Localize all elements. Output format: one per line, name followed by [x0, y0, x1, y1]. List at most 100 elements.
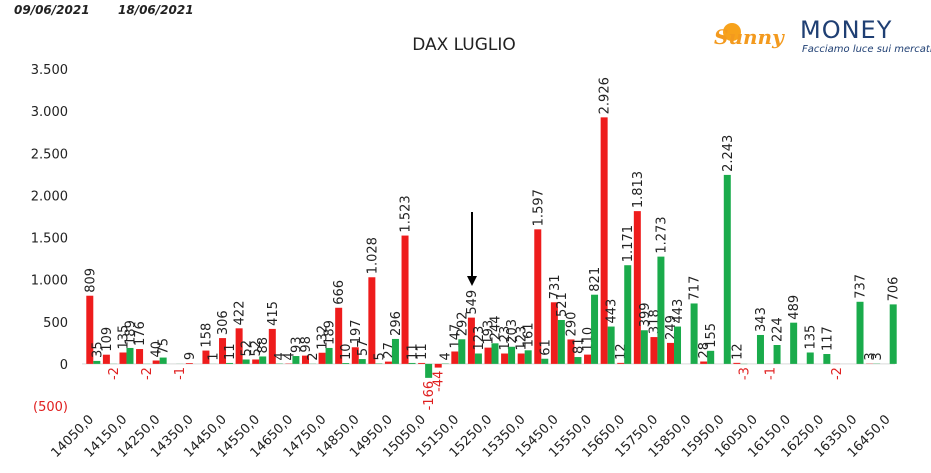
- bar: [700, 361, 708, 364]
- data-label: 193: [482, 320, 497, 345]
- bar: [474, 353, 482, 364]
- bar: [508, 346, 516, 364]
- bar: [674, 326, 682, 364]
- bar: [823, 354, 831, 364]
- data-label: 135: [116, 325, 131, 350]
- data-label: -2: [830, 367, 845, 380]
- bar: [567, 339, 575, 364]
- bar: [219, 338, 227, 364]
- data-label: 117: [820, 326, 835, 351]
- data-label: 549: [465, 290, 480, 315]
- bar: [790, 322, 798, 364]
- data-label: 123: [498, 326, 513, 351]
- data-label: 88: [256, 337, 271, 354]
- data-label: 57: [356, 340, 371, 357]
- data-label: 717: [688, 276, 703, 301]
- bar: [557, 319, 565, 364]
- data-label: 176: [133, 321, 148, 346]
- data-label: 809: [83, 268, 98, 293]
- data-label: 1.813: [631, 171, 646, 208]
- bar: [202, 350, 210, 364]
- data-label: 197: [349, 319, 364, 344]
- data-label: 75: [157, 338, 172, 355]
- data-label: 40: [150, 341, 165, 358]
- y-tick-label: 2.000: [31, 189, 68, 204]
- data-label: 123: [472, 326, 487, 351]
- bar: [268, 328, 276, 364]
- data-label: 132: [316, 325, 331, 350]
- bar: [657, 256, 665, 364]
- bar: [534, 229, 542, 364]
- bar: [342, 363, 350, 364]
- y-tick-label: 500: [43, 316, 68, 331]
- data-label: 296: [389, 311, 404, 336]
- bar: [484, 347, 492, 364]
- bar: [391, 338, 399, 364]
- data-label: 422: [233, 300, 248, 325]
- date-from: 09/06/2021: [14, 3, 90, 17]
- data-label: 11: [223, 343, 238, 360]
- data-label: 731: [548, 274, 563, 299]
- data-label: 4: [439, 352, 454, 360]
- bar: [607, 326, 615, 364]
- bar: [491, 343, 499, 364]
- data-label: 666: [332, 280, 347, 305]
- data-label: 1.597: [531, 189, 546, 226]
- data-label: 4: [273, 352, 288, 360]
- bar: [408, 362, 416, 364]
- data-label: -1: [764, 367, 779, 380]
- bar: [723, 174, 731, 364]
- data-label: -2: [140, 367, 155, 380]
- y-tick-label: 0: [60, 358, 68, 373]
- data-label: 11: [415, 343, 430, 360]
- arrow-head: [467, 276, 477, 286]
- bar: [600, 117, 608, 364]
- bar: [242, 359, 250, 364]
- y-tick-label: 2.500: [31, 147, 68, 162]
- data-label: 343: [754, 307, 769, 332]
- data-label: 11: [406, 343, 421, 360]
- data-label: 10: [339, 343, 354, 360]
- bar: [756, 334, 764, 364]
- data-label: 1: [206, 353, 221, 361]
- chart-title: DAX LUGLIO: [412, 35, 516, 55]
- data-label: 61: [538, 339, 553, 356]
- data-label: 443: [605, 299, 620, 324]
- data-label: 9: [183, 352, 198, 360]
- data-label: 3: [863, 352, 878, 360]
- logo: Sunny MONEY Facciamo luce sui mercati: [714, 16, 931, 55]
- bar: [93, 360, 101, 364]
- data-label: -166: [422, 381, 437, 411]
- bar: [541, 358, 549, 364]
- data-label: 155: [704, 323, 719, 348]
- data-label: 52: [249, 340, 264, 357]
- bar: [185, 363, 193, 364]
- bar: [574, 357, 582, 364]
- data-label: 135: [804, 325, 819, 350]
- bar: [624, 265, 632, 364]
- data-label: 161: [522, 322, 537, 347]
- bar: [401, 235, 409, 364]
- y-tick-label: (500): [33, 400, 68, 415]
- y-tick-label: 1.500: [31, 232, 68, 247]
- data-label: 158: [199, 323, 214, 348]
- data-label: 1.273: [654, 216, 669, 253]
- bar: [418, 362, 426, 364]
- bar: [501, 353, 509, 364]
- bar: [633, 211, 641, 364]
- data-label: 489: [787, 295, 802, 320]
- bar: [235, 328, 243, 364]
- logo-money: MONEY: [800, 16, 892, 44]
- data-label: 189: [123, 320, 138, 345]
- data-label: 2: [306, 352, 321, 360]
- data-label: -1: [173, 367, 188, 380]
- data-label: 4: [282, 352, 297, 360]
- data-label: 244: [489, 315, 504, 340]
- logo-sunny: Sunny: [714, 25, 785, 49]
- bar: [126, 347, 134, 364]
- data-label: 306: [216, 310, 231, 335]
- bar: [86, 295, 94, 364]
- bar: [368, 277, 376, 364]
- bar: [301, 355, 309, 364]
